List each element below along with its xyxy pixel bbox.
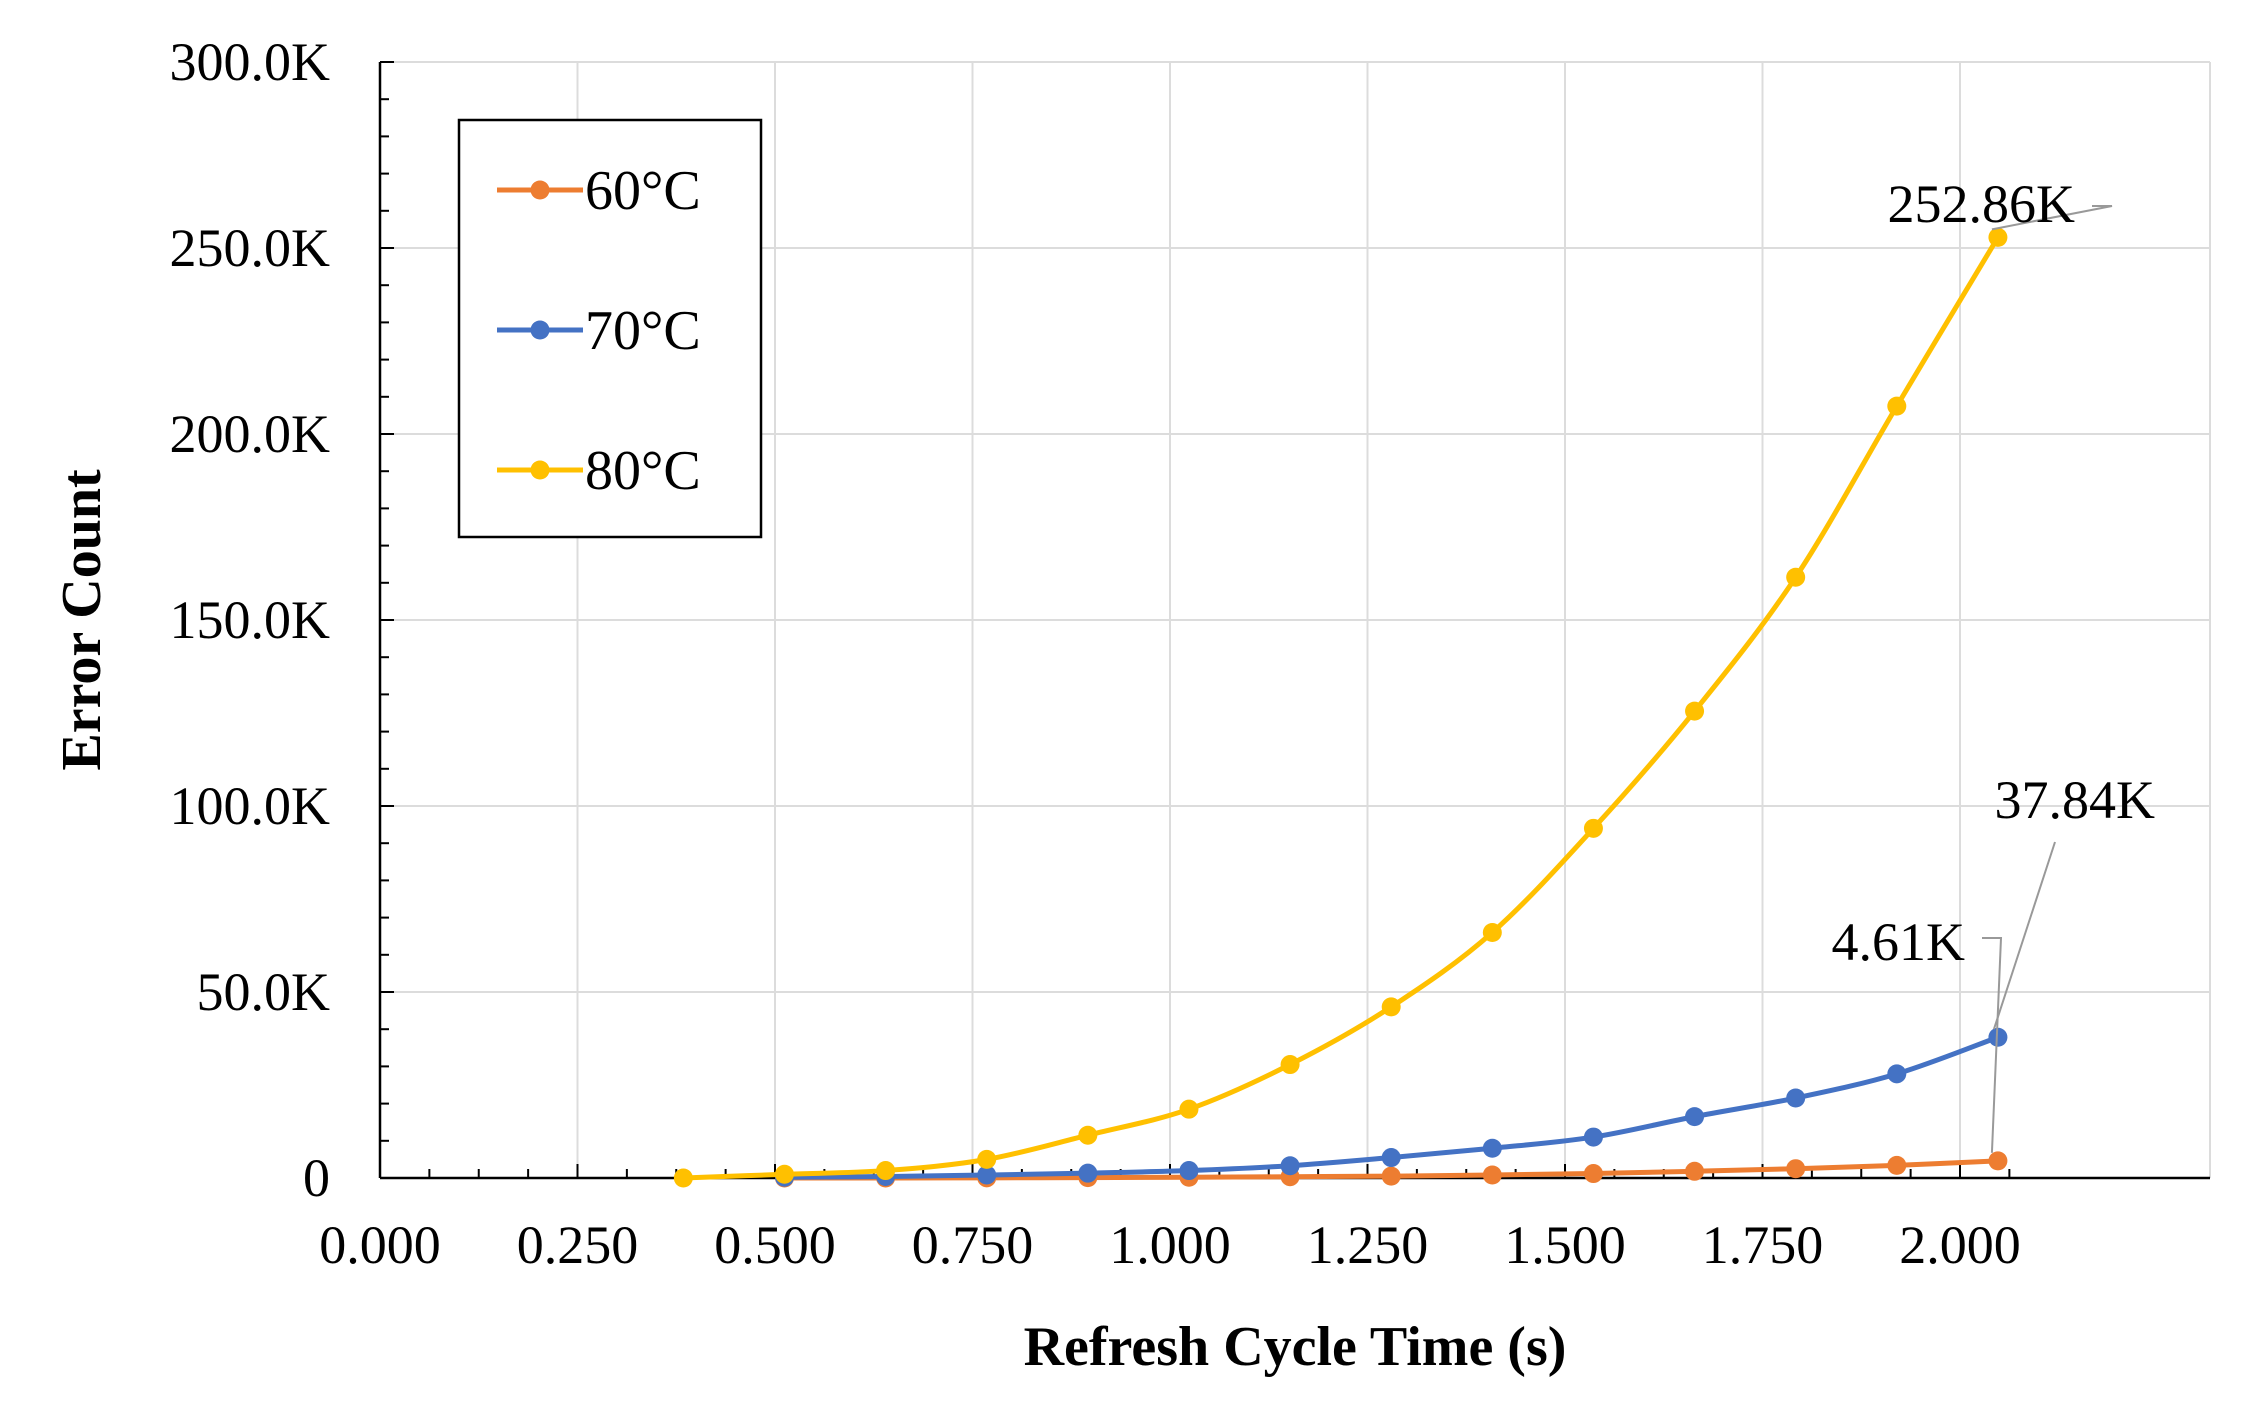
y-tick-label: 200.0K <box>170 404 331 464</box>
data-point <box>1179 1161 1199 1181</box>
data-point <box>1887 1155 1907 1175</box>
data-point <box>1685 701 1705 721</box>
legend-label: 60°C <box>585 160 701 222</box>
legend: 60°C 70°C 80°C <box>457 118 763 539</box>
data-point <box>1988 1027 2008 1047</box>
series-layer <box>673 227 2008 1188</box>
data-label: 4.61K <box>1832 912 1966 972</box>
data-point <box>1482 1138 1502 1158</box>
y-tick-label: 100.0K <box>170 776 331 836</box>
data-label: 252.86K <box>1888 174 2076 234</box>
annotation-leader <box>1982 937 2003 1153</box>
data-point <box>1583 1127 1603 1147</box>
x-tick-label: 0.250 <box>517 1215 639 1275</box>
annotation-leader <box>1992 841 2056 1030</box>
data-point <box>1887 1064 1907 1084</box>
legend-swatch-marker <box>530 320 550 340</box>
data-point <box>1078 1163 1098 1183</box>
data-point <box>774 1164 794 1184</box>
data-point <box>1381 997 1401 1017</box>
data-point <box>1583 818 1603 838</box>
data-point <box>1280 1055 1300 1075</box>
data-point <box>1786 1159 1806 1179</box>
data-point <box>1887 396 1907 416</box>
data-label: 37.84K <box>1995 770 2156 830</box>
data-point <box>1381 1166 1401 1186</box>
data-point <box>1381 1148 1401 1168</box>
y-tick-label: 250.0K <box>170 218 331 278</box>
annotation-leader <box>1991 205 2113 231</box>
data-point <box>1179 1099 1199 1119</box>
legend-label: 80°C <box>585 440 701 502</box>
series-line <box>683 236 2001 1181</box>
annotation-layer: 252.86K 37.84K 4.61K <box>1832 174 2156 1153</box>
data-point <box>1685 1107 1705 1127</box>
x-tick-label: 1.250 <box>1307 1215 1429 1275</box>
data-point <box>1583 1164 1603 1184</box>
x-tick-label: 0.750 <box>912 1215 1034 1275</box>
data-point <box>1786 567 1806 587</box>
data-point <box>1280 1156 1300 1176</box>
x-tick-label: 0.500 <box>714 1215 836 1275</box>
legend-swatch-marker <box>530 460 550 480</box>
x-tick-label: 1.000 <box>1109 1215 1231 1275</box>
x-tick-label: 1.750 <box>1702 1215 1824 1275</box>
x-tick-label: 0.000 <box>319 1215 441 1275</box>
legend-swatch-marker <box>530 180 550 200</box>
data-point <box>673 1168 693 1188</box>
data-point <box>1988 1151 2008 1171</box>
y-tick-label: 0 <box>303 1148 330 1208</box>
data-point <box>977 1149 997 1169</box>
data-point <box>1685 1161 1705 1181</box>
data-point <box>1482 922 1502 942</box>
axes: 0 50.0K 100.0K 150.0K 200.0K 250.0K 300.0K 0.00… <box>170 32 2210 1275</box>
data-point <box>1988 227 2008 247</box>
legend-label: 70°C <box>585 300 701 362</box>
series-1 <box>774 1027 2008 1187</box>
x-axis-title: Refresh Cycle Time (s) <box>1024 1316 1567 1378</box>
y-tick-label: 50.0K <box>197 962 331 1022</box>
x-tick-label: 2.000 <box>1899 1215 2021 1275</box>
data-point <box>1078 1125 1098 1145</box>
y-axis-title: Error Count <box>51 469 113 771</box>
gridlines <box>380 61 2211 1178</box>
data-point <box>1482 1165 1502 1185</box>
series-2 <box>673 227 2008 1188</box>
data-point <box>977 1165 997 1185</box>
x-tick-label: 1.500 <box>1504 1215 1626 1275</box>
y-tick-label: 300.0K <box>170 32 331 92</box>
data-point <box>876 1161 896 1181</box>
y-tick-label: 150.0K <box>170 590 331 650</box>
data-point <box>1786 1088 1806 1108</box>
